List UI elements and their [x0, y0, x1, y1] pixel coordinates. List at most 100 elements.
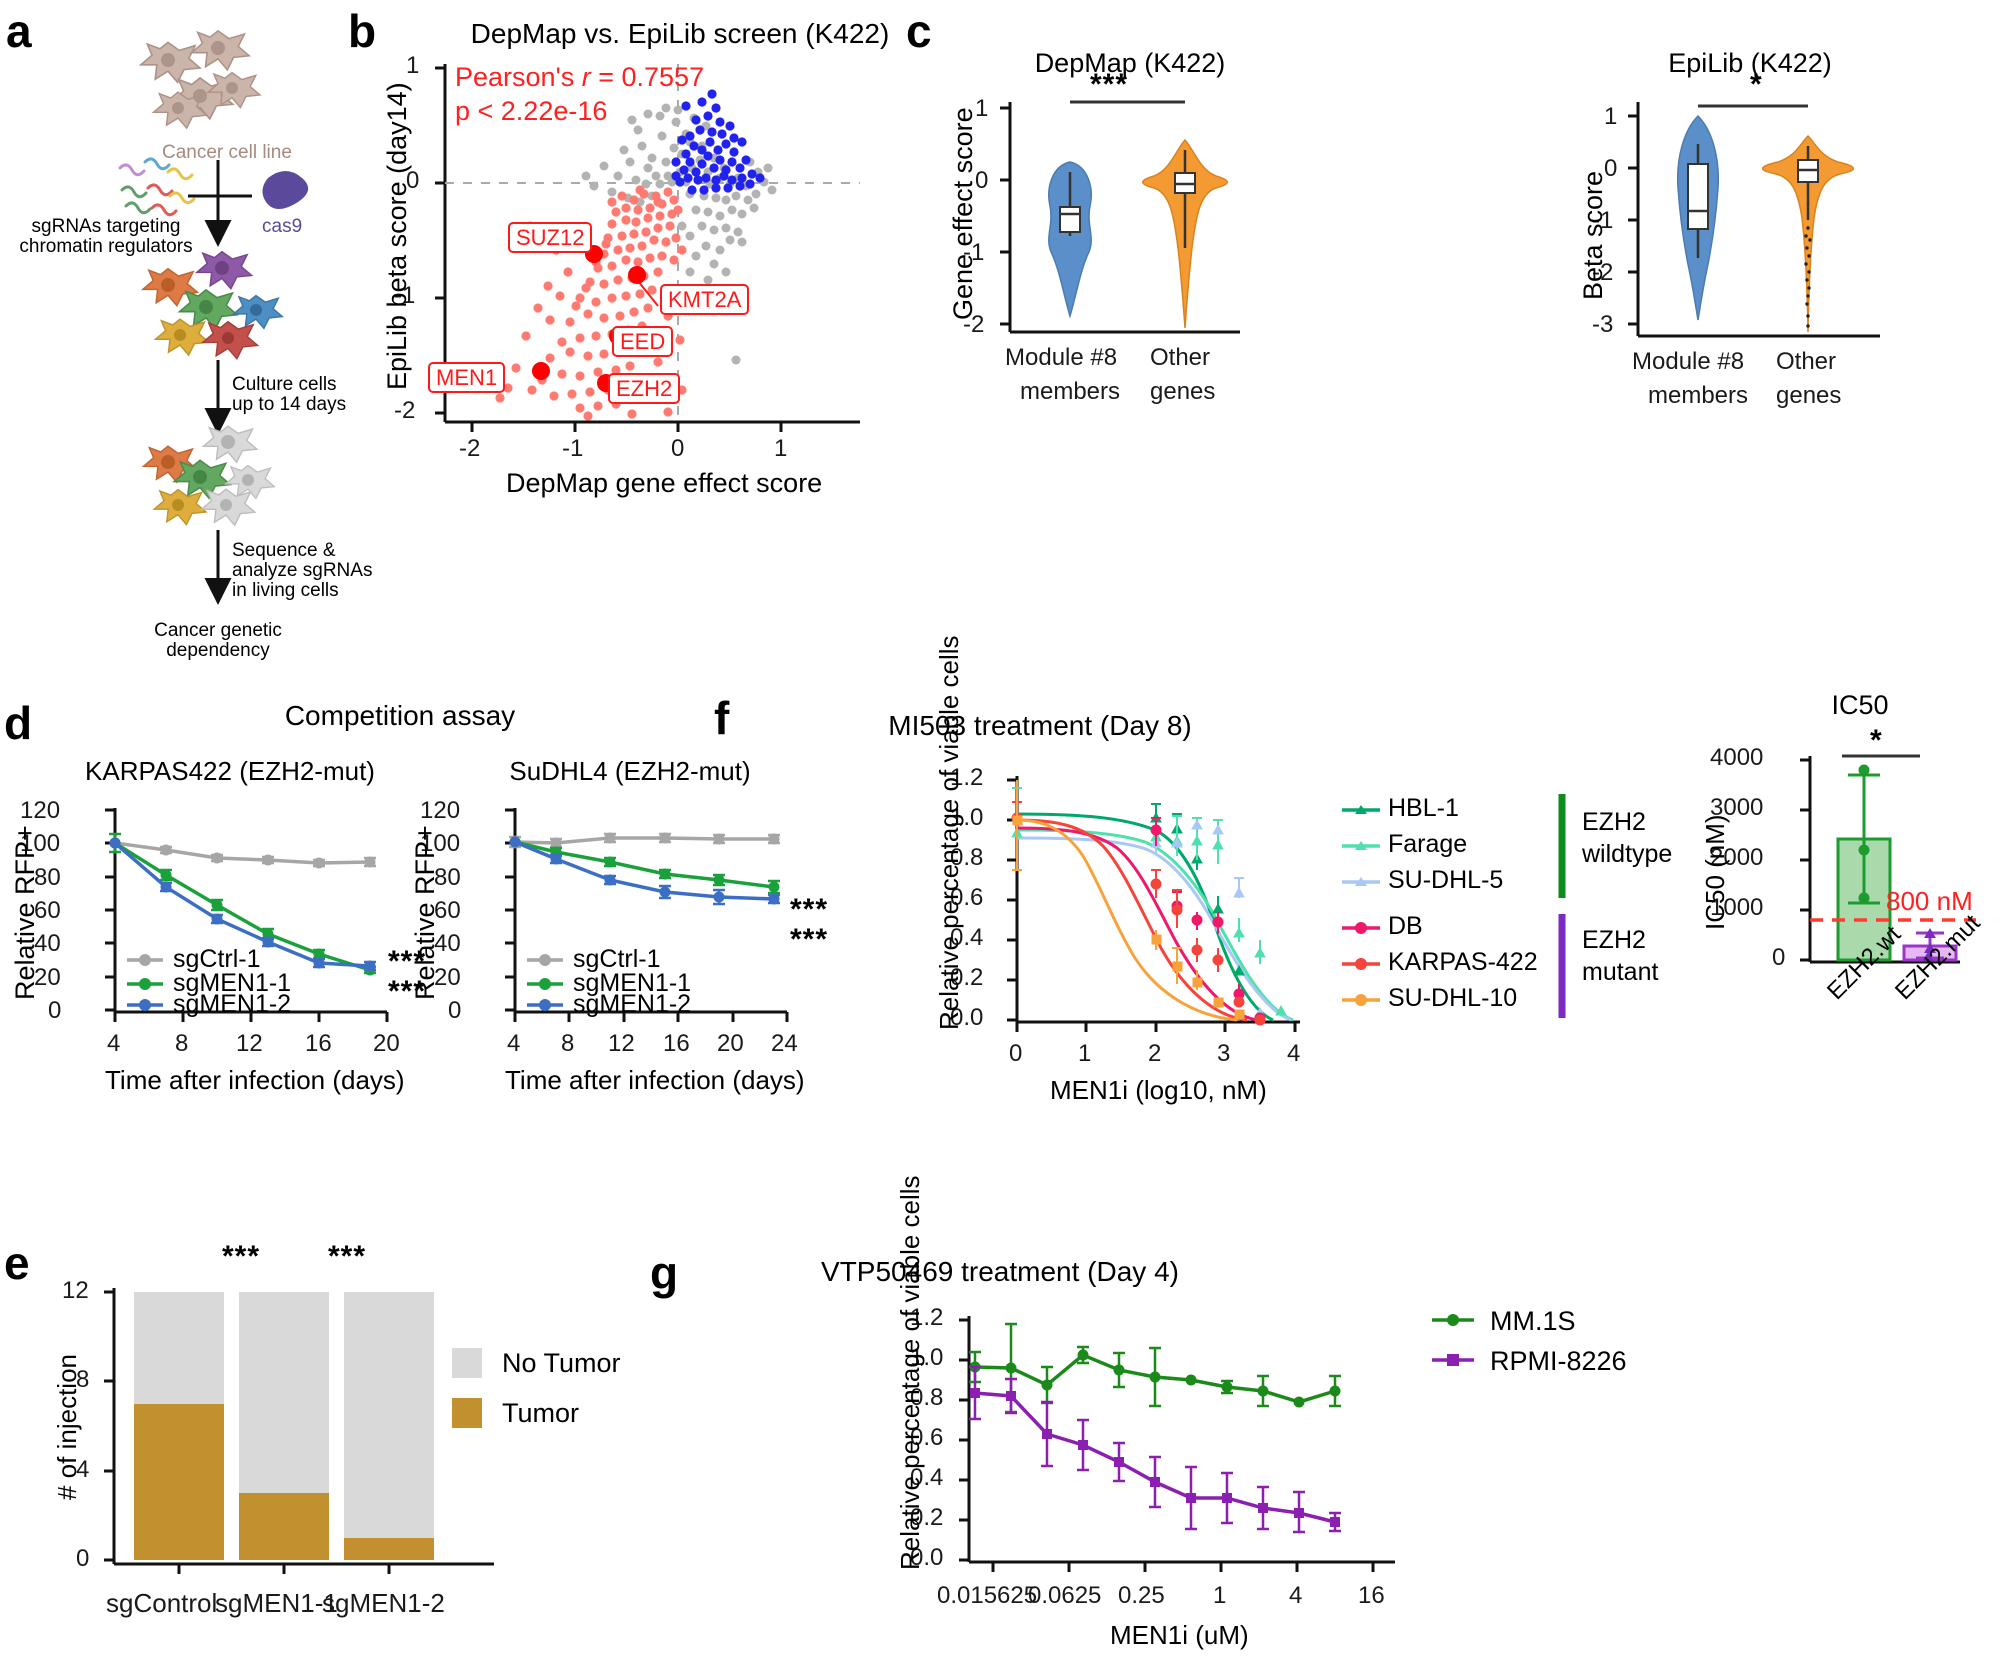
gene-label-ezh2: EZH2 — [608, 373, 681, 405]
gene-label-kmt2a: KMT2A — [660, 284, 750, 316]
culture-label-line2: up to 14 days — [232, 394, 347, 415]
panel-b-xtick-2: 0 — [671, 435, 685, 462]
panel-f-legend-hbl1: HBL-1 — [1388, 794, 1459, 822]
panel-e-ytick-3: 0 — [76, 1545, 90, 1572]
panel-f-xtick-3: 3 — [1217, 1040, 1231, 1067]
bar-sgmen1-2-tumor — [344, 1538, 434, 1560]
panel-f-ic50-ytick-0: 4000 — [1710, 744, 1764, 771]
panel-c-left-xtick-0-line2: members — [1020, 378, 1121, 405]
panel-f-xlabel: MEN1i (log10, nM) — [1050, 1075, 1267, 1105]
panel-g-xtick-4: 4 — [1289, 1582, 1303, 1609]
gene-label-suz12: SUZ12 — [508, 222, 593, 254]
panel-c-right-ytick-3: -2 — [1592, 259, 1614, 286]
depmap-violin-svg — [1000, 100, 1240, 334]
schematic-svg — [118, 30, 309, 526]
panel-b-ytick-0: 1 — [406, 52, 420, 79]
panel-d-right-ytick-6: 0 — [448, 997, 462, 1024]
panel-c-right-ytick-1: 0 — [1604, 155, 1618, 182]
panel-c-left-ytick-2: -1 — [963, 239, 985, 266]
panel-c-left-sig: *** — [1090, 68, 1129, 101]
panel-c-epilib-violin — [1580, 88, 1900, 368]
curve-sudhl5 — [1016, 836, 1292, 1022]
panel-g-title: VTP50469 treatment (Day 4) — [821, 1256, 1179, 1287]
panel-d-left-ytick-1: 100 — [20, 830, 61, 857]
panel-f-ytick-6: 0.0 — [950, 1004, 984, 1031]
legend-swatch-notumor — [452, 1348, 482, 1378]
panel-f-ic50-title: IC50 — [1831, 690, 1889, 720]
schematic-svg-lower — [204, 530, 232, 605]
panel-f-ic50-ytick-2: 2000 — [1710, 844, 1764, 871]
panel-d-left-sig-1: *** — [388, 975, 427, 1008]
panel-g-xtick-0: 0.015625 — [937, 1582, 1038, 1609]
ic50-threshold-label: 800 nM — [1886, 886, 1973, 916]
panel-d-right-legend-1: sgMEN1-1 — [573, 969, 692, 997]
tumor-bar-svg — [104, 1288, 494, 1574]
panel-f-legend-sudhl5: SU-DHL-5 — [1388, 866, 1504, 894]
violin-module8-depmap — [1048, 161, 1092, 319]
panel-c-left-ytick-1: 0 — [975, 167, 989, 194]
panel-e-xtick-0: sgControl — [106, 1588, 218, 1618]
panel-d-left-ylabel: Relative RFP+ — [10, 825, 40, 1000]
panel-g-xlabel: MEN1i (uM) — [1110, 1620, 1249, 1650]
panel-b-xtick-3: 1 — [774, 435, 788, 462]
points-red — [495, 185, 687, 421]
panel-b-ylabel: EpiLib beta score (day14) — [382, 82, 412, 390]
panel-c-left-ytick-0: 1 — [975, 95, 989, 122]
panel-g-legend-rpmi8226: RPMI-8226 — [1490, 1346, 1627, 1376]
panel-f-xtick-0: 0 — [1009, 1040, 1023, 1067]
panel-f-ic50-ytick-1: 3000 — [1710, 794, 1764, 821]
cas9-blob — [262, 171, 309, 209]
panel-e-legend-tumor: Tumor — [502, 1398, 580, 1428]
panel-c-right-xtick-1-line1: Other — [1776, 348, 1837, 375]
panel-d-right-ytick-4: 40 — [434, 930, 461, 957]
panel-b-title: DepMap vs. EpiLib screen (K422) — [470, 18, 890, 49]
panel-b-scatter — [390, 50, 890, 450]
panel-e-legend-notumor: No Tumor — [502, 1348, 621, 1378]
panel-e-ylabel: # of injection — [52, 1354, 82, 1500]
violin-other-epilib — [1762, 134, 1854, 333]
points-sudhl10 — [1012, 780, 1245, 1020]
panel-g-ylabel: Relative percentage of viable cells — [895, 1175, 925, 1570]
panel-d-left-xtick-1: 8 — [175, 1030, 189, 1057]
panel-d-left-legend-2: sgMEN1-2 — [173, 990, 292, 1018]
panel-d-sudhl4-chart — [475, 800, 805, 1040]
panel-f-legend-farage: Farage — [1388, 830, 1468, 858]
panel-c-right-ytick-2: -1 — [1592, 207, 1614, 234]
legend-svg — [1342, 794, 1566, 1018]
epilib-violin-svg — [1628, 102, 1880, 338]
panel-label-a: a — [6, 5, 32, 57]
panel-f-xtick-4: 4 — [1287, 1040, 1301, 1067]
panel-f-ytick-1: 1.0 — [950, 804, 984, 831]
panel-c-right-ytick-4: -3 — [1592, 311, 1614, 338]
gene-label-eed: EED — [612, 326, 674, 358]
bar-sgmen1-2-notumor — [344, 1292, 434, 1560]
curve-farage — [1016, 828, 1294, 1022]
panel-d-left-ytick-0: 120 — [20, 797, 61, 824]
panel-d-right-ytick-3: 60 — [434, 897, 461, 924]
panel-f-ytick-0: 1.2 — [950, 764, 984, 791]
panel-g-xtick-1: 0.0625 — [1028, 1582, 1102, 1609]
panel-d-left-ytick-4: 40 — [34, 930, 61, 957]
mi503-curves-svg — [1007, 776, 1300, 1032]
panel-d-right-xtick-0: 4 — [507, 1030, 521, 1057]
panel-f-doseresponse-chart — [995, 770, 1325, 1070]
panel-d-left-xtick-0: 4 — [107, 1030, 121, 1057]
cancer-cell-line-label: Cancer cell line — [162, 142, 292, 163]
panel-f-group-wt-line1: EZH2 — [1582, 808, 1646, 836]
panel-c-right-sig: * — [1750, 68, 1763, 101]
panel-c-right-ylabel: Beta score — [1578, 170, 1608, 300]
panel-c-left-xtick-1-line2: genes — [1150, 378, 1216, 405]
panel-f-title: MI503 treatment (Day 8) — [888, 710, 1192, 741]
panel-b-ytick-2: -1 — [394, 282, 416, 309]
panel-c-right-xtick-0-line2: members — [1648, 382, 1749, 409]
points-blue — [671, 89, 765, 195]
point-men1 — [532, 362, 550, 380]
legend-markers — [127, 954, 163, 1011]
panel-c-left-ytick-3: -2 — [963, 311, 985, 338]
panel-b-ytick-1: 0 — [406, 167, 420, 194]
gene-label-men1: MEN1 — [428, 362, 506, 394]
surviving-cells-group — [142, 425, 276, 526]
panel-e-ytick-2: 4 — [76, 1456, 90, 1483]
panel-g-ytick-5: 0.2 — [910, 1504, 944, 1531]
panel-d-left-legend-0: sgCtrl-1 — [173, 945, 261, 973]
